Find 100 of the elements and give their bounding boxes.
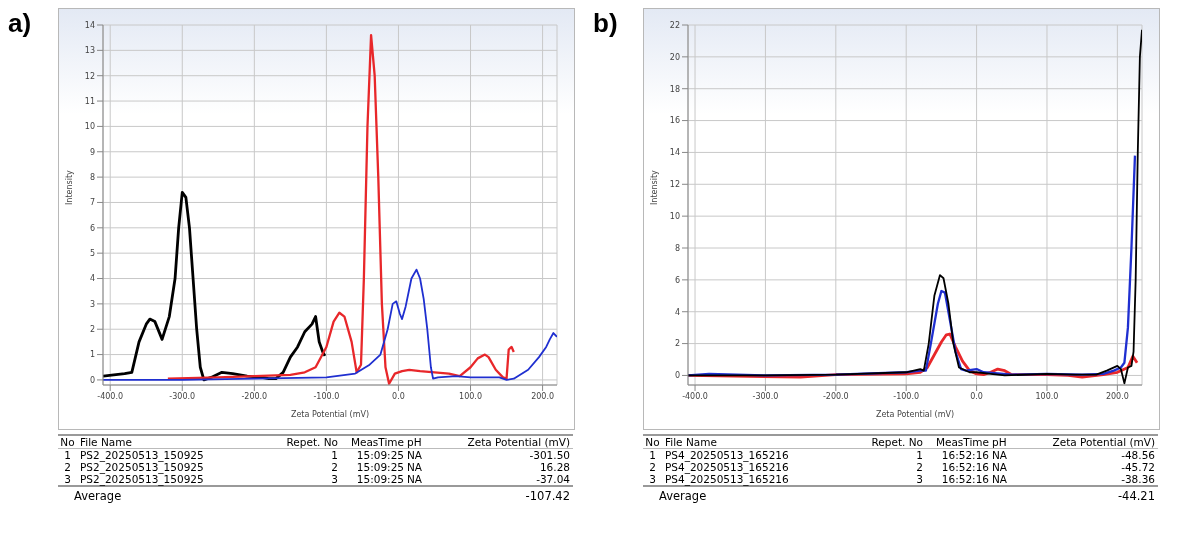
text: 3: [330, 473, 339, 485]
text: 15:09:25: [355, 461, 405, 473]
line-series: [688, 28, 1142, 385]
text: PS4_20250513_165216: [665, 473, 790, 485]
text: PS2_20250513_150925: [80, 449, 205, 461]
text: MeasTime: [341, 436, 407, 449]
text: Zeta Potential (mV): [1032, 436, 1158, 449]
y-tick-label: 2: [674, 339, 680, 349]
text: Zeta Potential (mV): [447, 436, 573, 449]
y-tick-label: 0: [674, 371, 680, 381]
y-tick-label: 4: [89, 274, 95, 284]
text: -107.42: [525, 489, 570, 503]
text: 16:52:16: [940, 461, 990, 473]
y-tick-label: 9: [89, 147, 95, 157]
text: PS2_20250513_150925: [80, 473, 205, 485]
text: -37.04: [535, 473, 571, 485]
text: 2: [63, 461, 72, 473]
text: NA: [407, 461, 424, 473]
x-tick-label: 0.0: [970, 391, 983, 401]
x-tick-label: -300.0: [752, 391, 779, 401]
y-tick-label: 3: [89, 299, 95, 309]
text: Average: [659, 489, 707, 503]
line-series: [103, 268, 557, 381]
text: PS2_20250513_150925: [80, 461, 205, 473]
text: 2: [915, 461, 924, 473]
y-tick-label: 1: [89, 350, 95, 360]
text: 1: [330, 449, 339, 461]
x-tick-label: -400.0: [97, 391, 124, 401]
y-tick-label: 10: [84, 122, 95, 132]
y-tick-label: 18: [669, 84, 680, 94]
y-tick-label: 12: [669, 180, 680, 190]
y-tick-label: 2: [89, 325, 95, 335]
y-tick-label: 5: [89, 249, 95, 259]
text: NA: [992, 473, 1009, 485]
text: pH: [407, 436, 447, 449]
text: PS4_20250513_165216: [665, 461, 790, 473]
text: Repet. No: [271, 436, 341, 449]
y-tick-label: 8: [89, 172, 95, 182]
x-tick-label: 0.0: [392, 391, 405, 401]
text: Average: [74, 489, 122, 503]
x-tick-label: 200.0: [1105, 391, 1129, 401]
text: NA: [407, 449, 424, 461]
line-series: [166, 33, 515, 385]
text: NA: [407, 473, 424, 485]
y-tick-label: 13: [84, 46, 95, 56]
text: No: [58, 436, 80, 449]
x-tick-label: -400.0: [682, 391, 708, 401]
y-axis-title: Intensity: [649, 169, 659, 205]
x-tick-label: 100.0: [459, 391, 482, 401]
x-tick-label: 200.0: [531, 391, 555, 401]
x-tick-label: 100.0: [1035, 391, 1059, 401]
text: pH: [992, 436, 1032, 449]
y-tick-label: 6: [674, 275, 680, 285]
x-axis-title: Zeta Potential (mV): [875, 410, 955, 419]
y-tick-label: 14: [84, 20, 95, 30]
y-tick-label: 14: [669, 148, 680, 158]
y-tick-label: 6: [89, 223, 95, 233]
line-series: [103, 190, 327, 382]
y-axis-title: Intensity: [64, 169, 74, 205]
y-tick-label: 0: [89, 375, 95, 385]
text: 3: [648, 473, 657, 485]
text: PS4_20250513_165216: [665, 449, 790, 461]
text: 1: [915, 449, 924, 461]
x-tick-label: -100.0: [313, 391, 340, 401]
text: NA: [992, 461, 1009, 473]
chart-title: a): [8, 8, 32, 39]
text: -301.50: [528, 449, 571, 461]
text: 15:09:25: [355, 449, 405, 461]
y-tick-label: 12: [84, 71, 95, 81]
text: Repet. No: [856, 436, 926, 449]
y-tick-label: 7: [89, 198, 95, 208]
text: 16:52:16: [940, 449, 990, 461]
text: -44.21: [1117, 489, 1155, 503]
x-tick-label: -200.0: [822, 391, 849, 401]
text: 3: [63, 473, 72, 485]
text: 1: [63, 449, 72, 461]
y-tick-label: 4: [674, 307, 680, 317]
x-axis-title: Zeta Potential (mV): [290, 410, 370, 419]
y-tick-label: 11: [84, 96, 95, 106]
x-tick-label: -100.0: [893, 391, 920, 401]
text: 2: [330, 461, 339, 473]
y-tick-label: 20: [669, 52, 680, 62]
text: -45.72: [1120, 461, 1156, 473]
y-tick-label: 22: [669, 20, 680, 30]
text: No: [643, 436, 665, 449]
text: 2: [648, 461, 657, 473]
text: MeasTime: [926, 436, 992, 449]
text: NA: [992, 449, 1009, 461]
text: File Name: [665, 436, 856, 449]
text: 15:09:25: [355, 473, 405, 485]
text: 1: [648, 449, 657, 461]
y-tick-label: 16: [669, 116, 680, 126]
text: -48.56: [1120, 449, 1156, 461]
text: 16.28: [538, 461, 571, 473]
x-tick-label: -300.0: [169, 391, 196, 401]
text: -38.36: [1120, 473, 1156, 485]
y-tick-label: 10: [669, 211, 680, 221]
text: 3: [915, 473, 924, 485]
text: 16:52:16: [940, 473, 990, 485]
text: File Name: [80, 436, 271, 449]
